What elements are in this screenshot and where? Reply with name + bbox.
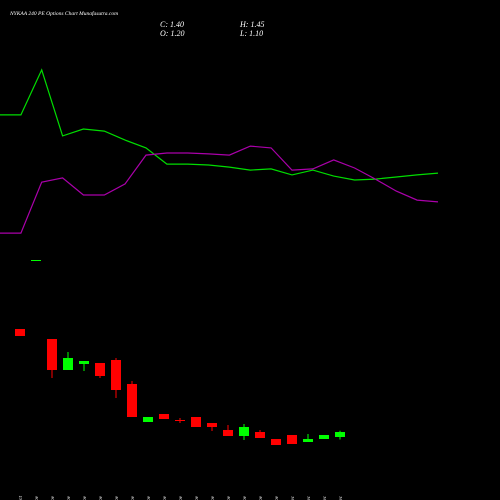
x-tick-label: 03 Dec: [323, 495, 328, 500]
info-low: L: 1.10: [239, 29, 263, 38]
candle-body: [159, 414, 169, 419]
candle-body: [143, 417, 153, 422]
candle-body: [207, 423, 217, 427]
candle-body: [191, 417, 201, 427]
candle-body: [111, 360, 121, 390]
x-tick-label: 12 Nov: [83, 495, 88, 500]
x-tick-label: 14 Nov: [115, 495, 120, 500]
x-tick-label: 17 Nov: [131, 495, 136, 500]
candle-body: [335, 432, 345, 437]
info-close: C: 1.40: [160, 20, 184, 29]
line-series: [0, 68, 439, 181]
info-high: H: 1.45: [239, 20, 264, 29]
candle-body: [223, 430, 233, 436]
x-tick-label: 11 Nov: [67, 495, 72, 500]
x-tick-label: 02 Dec: [307, 495, 312, 500]
candle-body: [271, 439, 281, 445]
candle-body: [127, 384, 137, 417]
x-tick-label: 24 Nov: [211, 495, 216, 500]
candle-body: [15, 329, 25, 336]
x-tick-label: 10 Nov: [51, 495, 56, 500]
x-tick-label: 13 Nov: [99, 495, 104, 500]
x-tick-label: 07 Nov: [35, 495, 40, 500]
candle-body: [175, 420, 185, 421]
candle-body: [63, 358, 73, 370]
x-tick-label: 04 Dec: [339, 495, 344, 500]
candle-body: [47, 339, 57, 370]
candle-body: [255, 432, 265, 438]
x-tick-label: 26 Nov: [243, 495, 248, 500]
x-tick-label: 29 Oct: [19, 495, 24, 500]
x-tick-label: 20 Nov: [179, 495, 184, 500]
x-tick-label: 25 Nov: [227, 495, 232, 500]
candle-body: [79, 361, 89, 364]
candle-body: [239, 427, 249, 436]
x-tick-label: 18 Nov: [147, 495, 152, 500]
candle-body: [319, 435, 329, 439]
candle-body: [31, 260, 41, 261]
candle-body: [287, 435, 297, 444]
candle-body: [303, 439, 313, 442]
x-tick-label: 01 Dec: [291, 495, 296, 500]
info-open: O: 1.20: [160, 29, 184, 38]
x-tick-label: 27 Nov: [259, 495, 264, 500]
line-series: [0, 145, 439, 234]
x-tick-label: 28 Nov: [275, 495, 280, 500]
chart-title: NYKAA 240 PE Options Chart Munafasutra.c…: [9, 10, 118, 17]
candle-body: [95, 363, 105, 376]
x-tick-label: 19 Nov: [163, 495, 168, 500]
x-tick-label: 21 Nov: [195, 495, 200, 500]
